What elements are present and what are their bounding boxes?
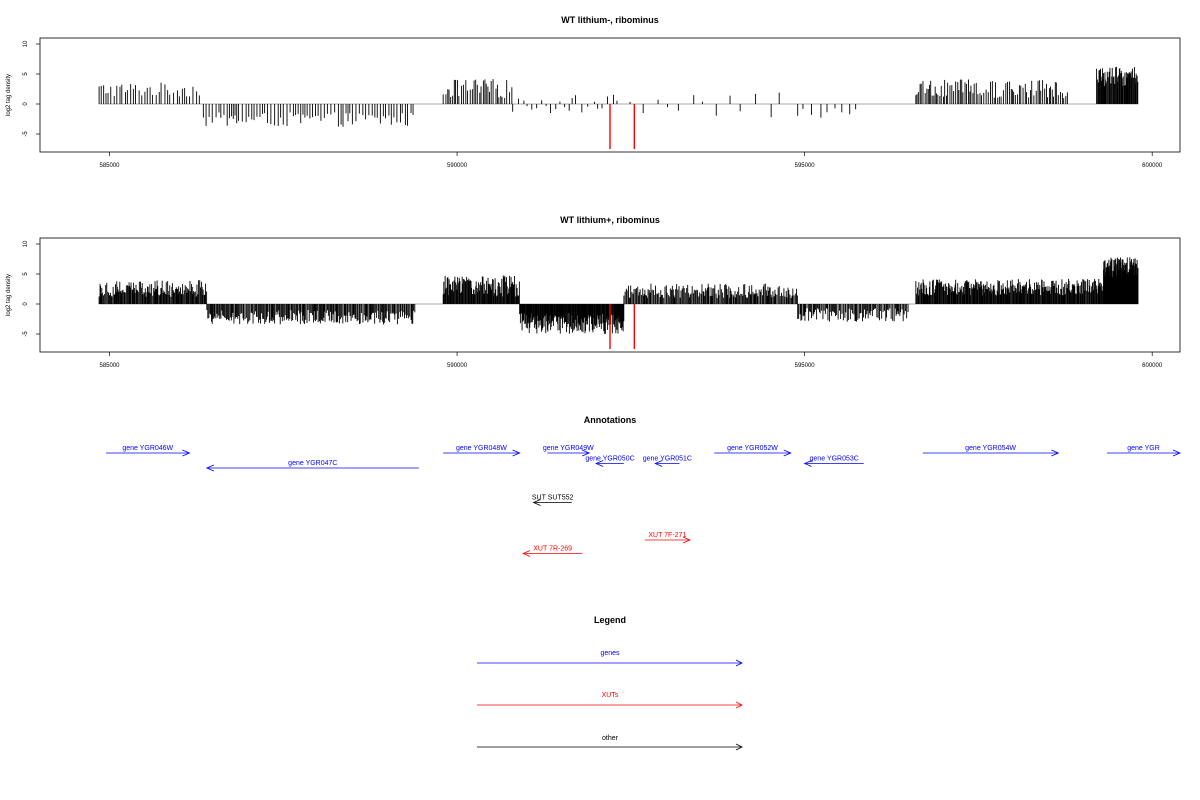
legend-label: XUTs	[602, 692, 619, 699]
feature-label: XUT 7R-269	[533, 546, 572, 553]
x-tick-label: 590000	[447, 363, 468, 369]
feature-arrow-head	[512, 449, 521, 457]
legend-panel: Legend genes XUTs other	[477, 615, 743, 751]
annotations-title: Annotations	[584, 415, 637, 425]
feature-arrow-head	[654, 460, 663, 467]
y-axis: -5 0 5 10	[23, 40, 40, 137]
x-tick-label: 595000	[795, 363, 816, 369]
plot-frame	[39, 237, 1181, 353]
x-tick-label: 585000	[99, 163, 120, 169]
annotation-feature: gene YGR046W	[106, 445, 191, 457]
feature-arrow-head	[595, 460, 604, 467]
bars-layer	[98, 66, 1139, 149]
feature-arrow-head	[1051, 449, 1060, 457]
feature-label: gene YGR052W	[727, 445, 778, 452]
feature-label: gene YGR047C	[288, 460, 337, 467]
y-tick-label: 0	[23, 302, 29, 306]
feature-arrow-head	[532, 499, 541, 506]
track-title: WT lithium+, ribominus	[560, 215, 660, 225]
x-tick-label: 600000	[1142, 363, 1163, 369]
x-tick-label: 595000	[795, 163, 816, 169]
feature-label: gene YGR050C	[585, 456, 634, 463]
y-axis: -5 0 5 10	[23, 240, 40, 337]
plot-frame	[39, 37, 1181, 153]
annotation-feature: SUT SUT552	[532, 495, 574, 506]
y-tick-label: 5	[23, 272, 29, 276]
annotation-feature: gene YGR051C	[643, 456, 692, 467]
y-axis-label: log2 tag density	[6, 74, 12, 116]
feature-arrow-head	[783, 449, 792, 457]
track-panel-lithium-plus: WT lithium+, ribominus log2 tag density …	[6, 215, 1181, 369]
annotation-feature: XUT 7F-271	[644, 532, 691, 544]
feature-label: gene YGR049W	[543, 445, 594, 452]
annotation-features: gene YGR046W gene YGR047C gene YGR048W gene…	[106, 445, 1182, 557]
y-tick-label: 0	[23, 102, 29, 106]
legend-label: genes	[600, 650, 620, 657]
feature-arrow-head	[682, 536, 691, 544]
y-tick-label: -5	[23, 131, 29, 137]
feature-label: gene YGR	[1127, 445, 1160, 452]
annotation-feature: gene YGR	[1107, 445, 1182, 457]
legend-label: other	[602, 735, 619, 742]
legend-item-other: other	[477, 735, 743, 751]
annotation-feature: gene YGR048W	[443, 445, 521, 457]
feature-arrow-head	[205, 464, 214, 472]
bars-layer	[98, 257, 1139, 349]
y-tick-label: -5	[23, 331, 29, 337]
x-tick-label: 590000	[447, 163, 468, 169]
legend-item-xuts: XUTs	[477, 692, 743, 709]
annotation-feature: gene YGR053C	[803, 456, 864, 467]
y-tick-label: 10	[23, 240, 29, 247]
annotation-feature: gene YGR054W	[922, 445, 1060, 457]
legend-item-genes: genes	[477, 650, 743, 667]
feature-label: gene YGR054W	[965, 445, 1016, 452]
annotation-feature: gene YGR050C	[585, 456, 635, 467]
feature-arrow-head	[803, 460, 812, 467]
feature-arrow-head	[1172, 449, 1182, 457]
annotation-feature: gene YGR047C	[205, 460, 419, 472]
y-tick-label: 5	[23, 72, 29, 76]
annotation-feature: gene YGR052W	[714, 445, 792, 457]
annotation-feature: gene YGR049W	[543, 445, 594, 457]
legend-arrow-head	[735, 659, 743, 667]
x-axis: 585000 590000 595000 600000	[99, 352, 1163, 369]
track-panel-lithium-minus: WT lithium-, ribominus log2 tag density …	[6, 15, 1181, 169]
feature-label: SUT SUT552	[532, 495, 574, 502]
x-axis: 585000 590000 595000 600000	[99, 152, 1163, 169]
feature-label: gene YGR046W	[122, 445, 173, 452]
feature-arrow-head	[182, 449, 191, 457]
feature-label: gene YGR053C	[810, 456, 859, 463]
feature-arrow-head	[522, 550, 531, 557]
y-tick-label: 10	[23, 40, 29, 47]
feature-label: gene YGR048W	[456, 445, 507, 452]
x-tick-label: 585000	[99, 363, 120, 369]
feature-arrow-head	[581, 449, 591, 457]
legend-title: Legend	[594, 615, 626, 625]
x-tick-label: 600000	[1142, 163, 1163, 169]
legend-arrow-head	[735, 743, 743, 751]
legend-arrow-head	[735, 701, 743, 709]
track-title: WT lithium-, ribominus	[561, 15, 659, 25]
feature-label: gene YGR051C	[643, 456, 692, 463]
y-axis-label: log2 tag density	[6, 274, 12, 316]
annotation-feature: XUT 7R-269	[522, 546, 583, 557]
feature-label: XUT 7F-271	[648, 532, 686, 539]
